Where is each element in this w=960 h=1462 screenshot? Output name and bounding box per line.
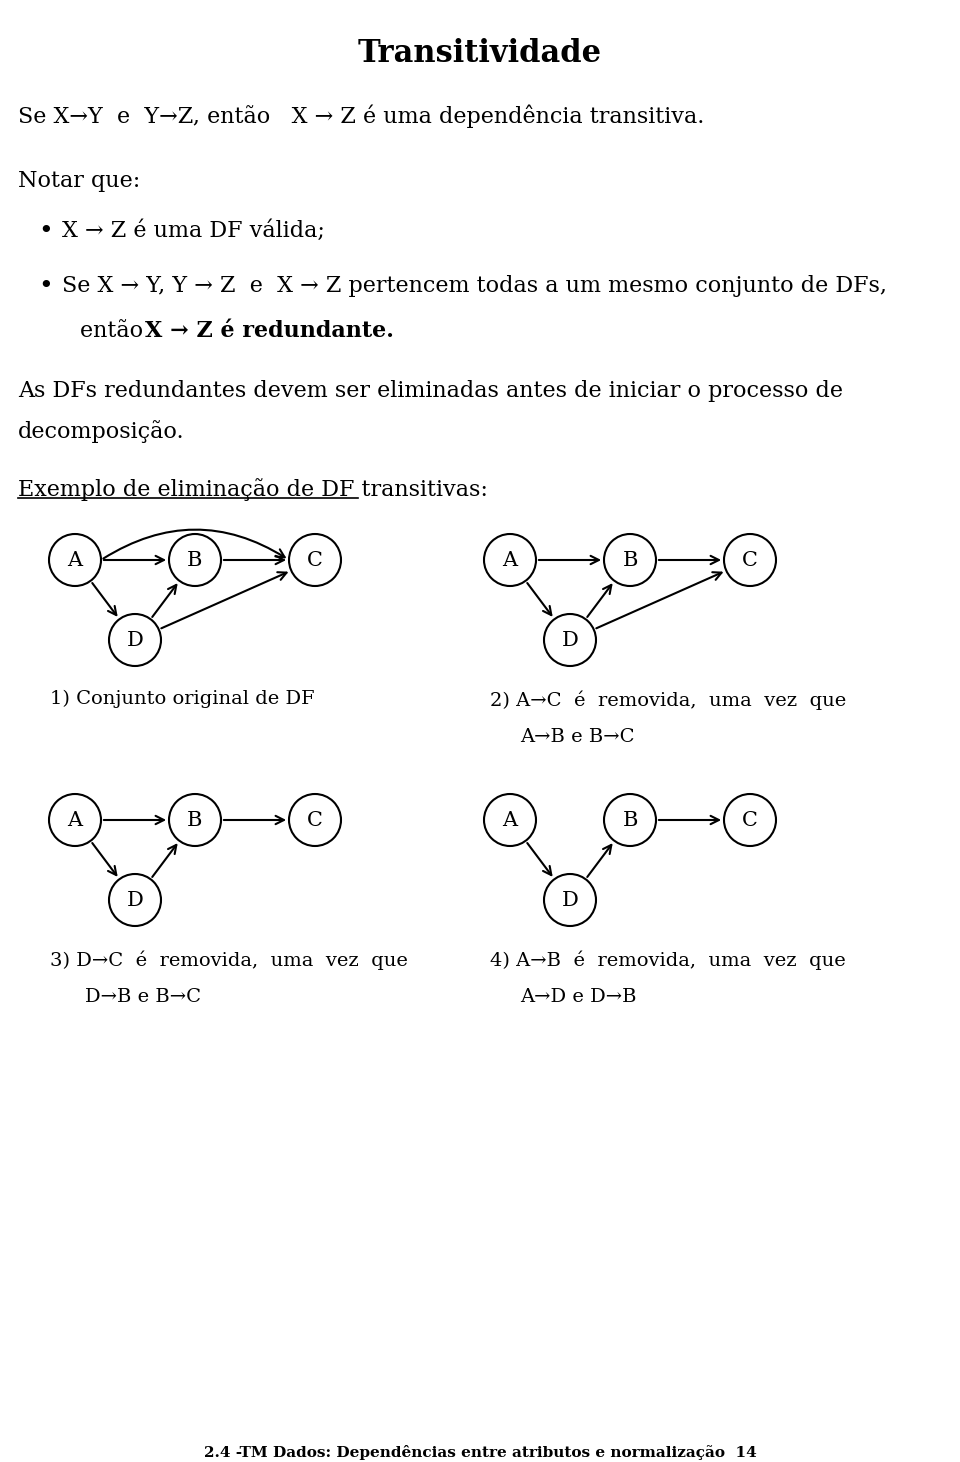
Text: D→B e B→C: D→B e B→C [85,988,201,1006]
Circle shape [289,534,341,586]
Circle shape [169,534,221,586]
Text: 1) Conjunto original de DF: 1) Conjunto original de DF [50,690,315,708]
Text: Exemplo de eliminação de DF transitivas:: Exemplo de eliminação de DF transitivas: [18,478,488,501]
Text: B: B [622,551,637,570]
Circle shape [604,534,656,586]
Text: A→B e B→C: A→B e B→C [520,728,635,746]
Circle shape [484,534,536,586]
Text: D: D [562,890,579,909]
Text: então: então [80,320,157,342]
Text: A→D e D→B: A→D e D→B [520,988,636,1006]
Circle shape [544,614,596,667]
Text: C: C [742,551,758,570]
Text: X → Z é redundante.: X → Z é redundante. [145,320,394,342]
Text: •: • [38,275,53,298]
Text: A: A [502,551,517,570]
Text: B: B [622,810,637,829]
Text: 4) A→B  é  removida,  uma  vez  que: 4) A→B é removida, uma vez que [490,950,846,969]
Text: Se X → Y, Y → Z  e  X → Z pertencem todas a um mesmo conjunto de DFs,: Se X → Y, Y → Z e X → Z pertencem todas … [62,275,887,297]
Circle shape [484,794,536,846]
Text: 2) A→C  é  removida,  uma  vez  que: 2) A→C é removida, uma vez que [490,690,847,709]
Text: Transitividade: Transitividade [358,38,602,69]
Text: B: B [187,810,203,829]
Text: A: A [67,551,83,570]
Circle shape [724,534,776,586]
Text: A: A [502,810,517,829]
Text: Se X→Y  e  Y→Z, então   X → Z é uma dependência transitiva.: Se X→Y e Y→Z, então X → Z é uma dependên… [18,105,705,129]
Text: C: C [307,551,323,570]
Text: X → Z é uma DF válida;: X → Z é uma DF válida; [62,219,324,243]
Circle shape [604,794,656,846]
Text: 2.4 -TM Dados: Dependências entre atributos e normalização  14: 2.4 -TM Dados: Dependências entre atribu… [204,1444,756,1461]
Circle shape [109,874,161,925]
Circle shape [544,874,596,925]
Text: A: A [67,810,83,829]
Text: B: B [187,551,203,570]
Text: D: D [127,890,143,909]
Circle shape [49,534,101,586]
Circle shape [169,794,221,846]
Text: C: C [307,810,323,829]
Text: C: C [742,810,758,829]
Text: As DFs redundantes devem ser eliminadas antes de iniciar o processo de: As DFs redundantes devem ser eliminadas … [18,380,843,402]
Circle shape [49,794,101,846]
Circle shape [724,794,776,846]
Text: D: D [127,630,143,649]
Text: 3) D→C  é  removida,  uma  vez  que: 3) D→C é removida, uma vez que [50,950,408,969]
Circle shape [109,614,161,667]
Text: D: D [562,630,579,649]
Text: decomposição.: decomposição. [18,420,184,443]
Text: Notar que:: Notar que: [18,170,140,192]
Text: •: • [38,219,53,243]
Circle shape [289,794,341,846]
